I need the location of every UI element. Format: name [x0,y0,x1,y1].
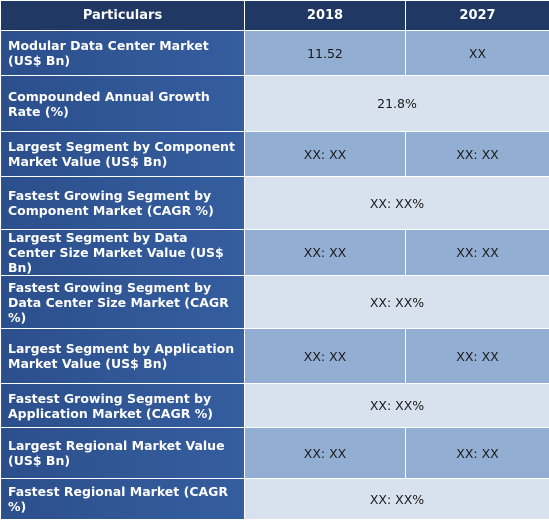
row-label: Fastest Growing Segment by Application M… [1,384,245,428]
value-2018: XX: XX [245,230,406,276]
table-row: Largest Regional Market Value (US$ Bn) X… [1,428,549,479]
row-label: Compounded Annual Growth Rate (%) [1,76,245,132]
value-2018: 11.52 [245,31,406,76]
merged-value: XX: XX% [245,384,549,428]
value-2018: XX: XX [245,329,406,384]
merged-value: XX: XX% [245,177,549,230]
header-year-2027: 2027 [406,1,549,31]
row-label: Fastest Regional Market (CAGR %) [1,479,245,520]
value-2027: XX: XX [406,428,549,479]
value-2027: XX: XX [406,132,549,177]
table-row: Modular Data Center Market (US$ Bn) 11.5… [1,31,549,76]
row-label: Modular Data Center Market (US$ Bn) [1,31,245,76]
merged-value: 21.8% [245,76,549,132]
merged-value: XX: XX% [245,479,549,520]
value-2027: XX [406,31,549,76]
value-2027: XX: XX [406,230,549,276]
merged-value: XX: XX% [245,276,549,329]
row-label: Largest Segment by Application Market Va… [1,329,245,384]
row-label: Largest Regional Market Value (US$ Bn) [1,428,245,479]
table-row: Fastest Regional Market (CAGR %) XX: XX% [1,479,549,520]
header-year-2018: 2018 [245,1,406,31]
row-label: Fastest Growing Segment by Component Mar… [1,177,245,230]
header-row: Particulars 2018 2027 [1,1,549,31]
table-row: Largest Segment by Data Center Size Mark… [1,230,549,276]
value-2027: XX: XX [406,329,549,384]
table-row: Fastest Growing Segment by Application M… [1,384,549,428]
table-row: Fastest Growing Segment by Component Mar… [1,177,549,230]
value-2018: XX: XX [245,428,406,479]
table-row: Fastest Growing Segment by Data Center S… [1,276,549,329]
table-row: Largest Segment by Application Market Va… [1,329,549,384]
row-label: Largest Segment by Data Center Size Mark… [1,230,245,276]
row-label: Fastest Growing Segment by Data Center S… [1,276,245,329]
row-label: Largest Segment by Component Market Valu… [1,132,245,177]
table-row: Largest Segment by Component Market Valu… [1,132,549,177]
header-particulars: Particulars [1,1,245,31]
table-row: Compounded Annual Growth Rate (%) 21.8% [1,76,549,132]
value-2018: XX: XX [245,132,406,177]
